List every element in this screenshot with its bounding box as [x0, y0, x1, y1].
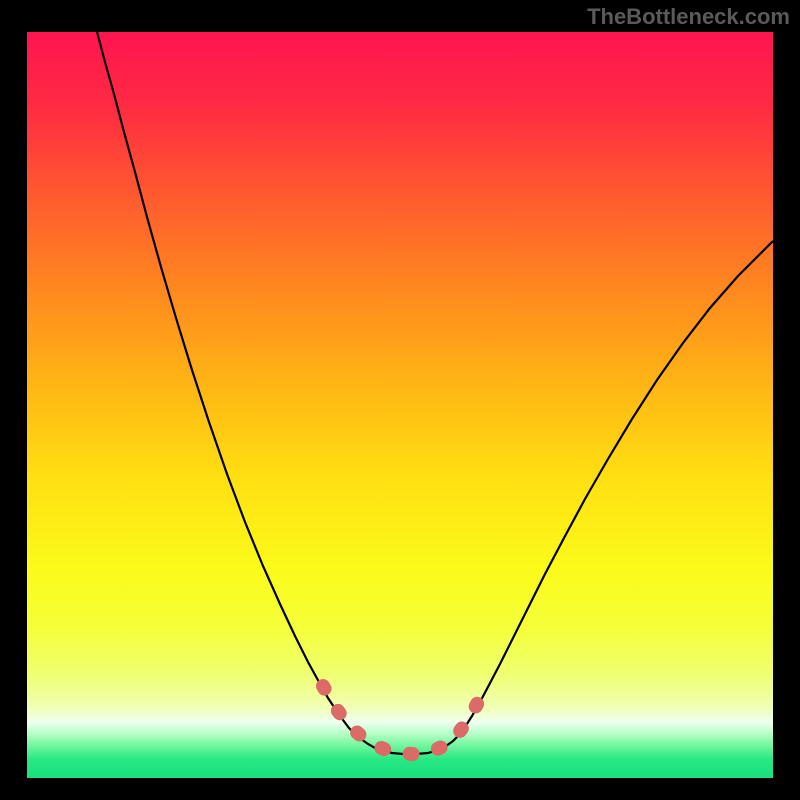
watermark-text: TheBottleneck.com: [587, 4, 790, 30]
bottleneck-overlay: [323, 686, 485, 754]
plot-area: [27, 32, 773, 778]
bottleneck-curve: [97, 32, 773, 754]
curve-layer: [27, 32, 773, 778]
